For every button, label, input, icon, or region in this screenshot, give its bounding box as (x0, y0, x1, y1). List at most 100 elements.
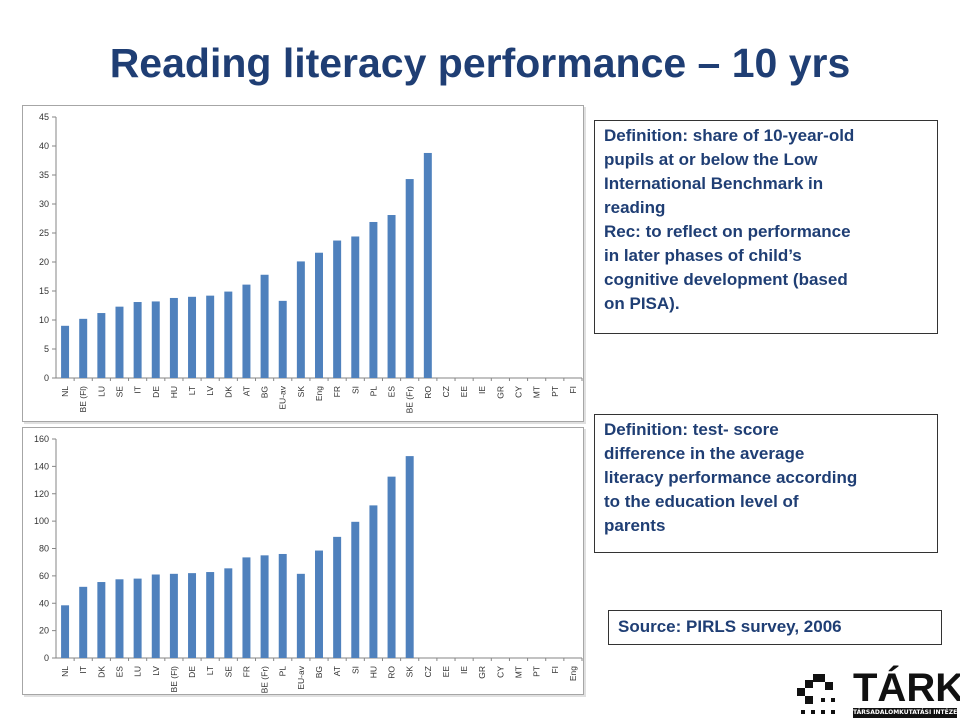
bar-dk (97, 582, 106, 658)
x-tick-label: EU-av (296, 665, 306, 689)
x-tick-label: IE (459, 666, 469, 674)
source-box: Source: PIRLS survey, 2006 (608, 610, 942, 645)
y-tick-label: 40 (39, 141, 49, 151)
x-tick-label: IT (133, 386, 143, 394)
bar-es (387, 215, 396, 378)
x-tick-label: BE (Fr) (260, 666, 270, 694)
y-tick-label: 30 (39, 199, 49, 209)
x-tick-label: CY (495, 666, 505, 678)
y-tick-label: 140 (34, 461, 49, 471)
x-tick-label: HU (368, 666, 378, 678)
bar-es (115, 579, 124, 658)
x-tick-label: CZ (423, 666, 433, 677)
bar-at (242, 284, 251, 378)
x-tick-label: ES (387, 386, 397, 398)
definition-2-line-5: parents (604, 516, 666, 535)
x-tick-label: LT (187, 386, 197, 395)
x-tick-label: SI (350, 386, 360, 394)
bar-lu (97, 313, 106, 378)
bar-be-fr (405, 179, 414, 378)
x-tick-label: LU (133, 666, 143, 677)
bar-de (188, 573, 197, 658)
bar-nl (61, 325, 70, 378)
x-tick-label: RO (387, 666, 397, 679)
bar-bg (315, 550, 323, 658)
x-tick-label: SK (405, 666, 415, 678)
definition-2-line-4: to the education level of (604, 492, 799, 511)
definition-2-line-3: literacy performance according (604, 468, 858, 487)
definition-1-line-7: cognitive development (based (604, 270, 848, 289)
definition-2-line-1: Definition: test- score (604, 420, 779, 439)
x-tick-label: EE (441, 666, 451, 678)
bar-sk (296, 261, 305, 378)
x-tick-label: AT (332, 666, 342, 676)
slide-title: Reading literacy performance – 10 yrs (109, 40, 851, 86)
bar-lt (188, 296, 197, 378)
x-tick-label: Eng (568, 666, 578, 681)
bar-lu (133, 578, 142, 658)
x-tick-label: SI (350, 666, 360, 674)
x-tick-label: PT (550, 386, 560, 397)
x-tick-label: DE (151, 386, 161, 398)
x-tick-label: CZ (441, 386, 451, 397)
definition-1-line-6: in later phases of child’s (604, 246, 802, 265)
bar-eng (315, 252, 323, 378)
y-tick-label: 25 (39, 228, 49, 238)
definition-1-line-5: Rec: to reflect on performance (604, 222, 851, 241)
definition-1-line-4: reading (604, 198, 666, 217)
x-tick-label: LV (205, 386, 215, 396)
bar-si (351, 236, 360, 378)
y-tick-label: 0 (44, 653, 49, 663)
definition-1-line-1: Definition: share of 10-year-old (604, 126, 855, 145)
x-tick-label: CY (514, 386, 524, 398)
x-tick-label: BE (Fl) (169, 666, 179, 693)
x-tick-label: MT (532, 386, 542, 398)
y-tick-label: 80 (39, 544, 49, 554)
x-tick-label: GR (495, 386, 505, 399)
x-tick-label: NL (60, 666, 70, 677)
definition-box-2: Definition: test- score difference in th… (594, 414, 938, 553)
x-tick-label: NL (60, 386, 70, 397)
bar-lt (206, 572, 215, 658)
bar-pl (278, 553, 287, 658)
y-tick-label: 20 (39, 626, 49, 636)
x-tick-label: MT (514, 666, 524, 678)
x-tick-label: BG (314, 666, 324, 678)
bar-at (333, 536, 342, 658)
definition-1-line-2: pupils at or below the Low (604, 150, 818, 169)
bar-pl (369, 221, 378, 378)
y-tick-label: 40 (39, 598, 49, 608)
x-tick-label: IE (477, 386, 487, 394)
bar-it (79, 586, 88, 658)
x-tick-label: LT (205, 666, 215, 675)
y-tick-label: 160 (34, 434, 49, 444)
tarki-logo: TÁRKI TÁRSADALOMKUTATÁSI INTÉZET RT. (797, 666, 960, 720)
y-tick-label: 15 (39, 286, 49, 296)
y-tick-label: 0 (44, 373, 49, 383)
bar-lv (206, 295, 215, 378)
chart-score-difference: 0 20 40 60 80 100 120 140 160 NL IT DK ES LU LV BE (Fl)… (22, 427, 584, 695)
bar-fr (333, 240, 342, 378)
bar-se (115, 306, 124, 378)
bar-hu (369, 505, 378, 658)
x-tick-label: FI (550, 666, 560, 674)
bar-it (133, 302, 142, 378)
y-tick-label: 10 (39, 315, 49, 325)
bar-se (224, 568, 233, 658)
y-tick-label: 45 (39, 112, 49, 122)
x-tick-label: EU-av (278, 385, 288, 409)
x-tick-label: LU (96, 386, 106, 397)
y-tick-label: 60 (39, 571, 49, 581)
x-tick-label: GR (477, 666, 487, 679)
x-tick-label: FR (332, 386, 342, 397)
x-tick-label: SK (296, 386, 306, 398)
x-tick-label: PL (368, 386, 378, 397)
y-tick-label: 100 (34, 516, 49, 526)
source-text: Source: PIRLS survey, 2006 (618, 617, 842, 636)
x-tick-label: PL (278, 666, 288, 677)
y-tick-label: 35 (39, 170, 49, 180)
bar-be-fl (79, 318, 88, 378)
bar-eu-av (278, 300, 287, 378)
x-tick-label: IT (78, 666, 88, 674)
x-tick-label: DK (96, 666, 106, 678)
